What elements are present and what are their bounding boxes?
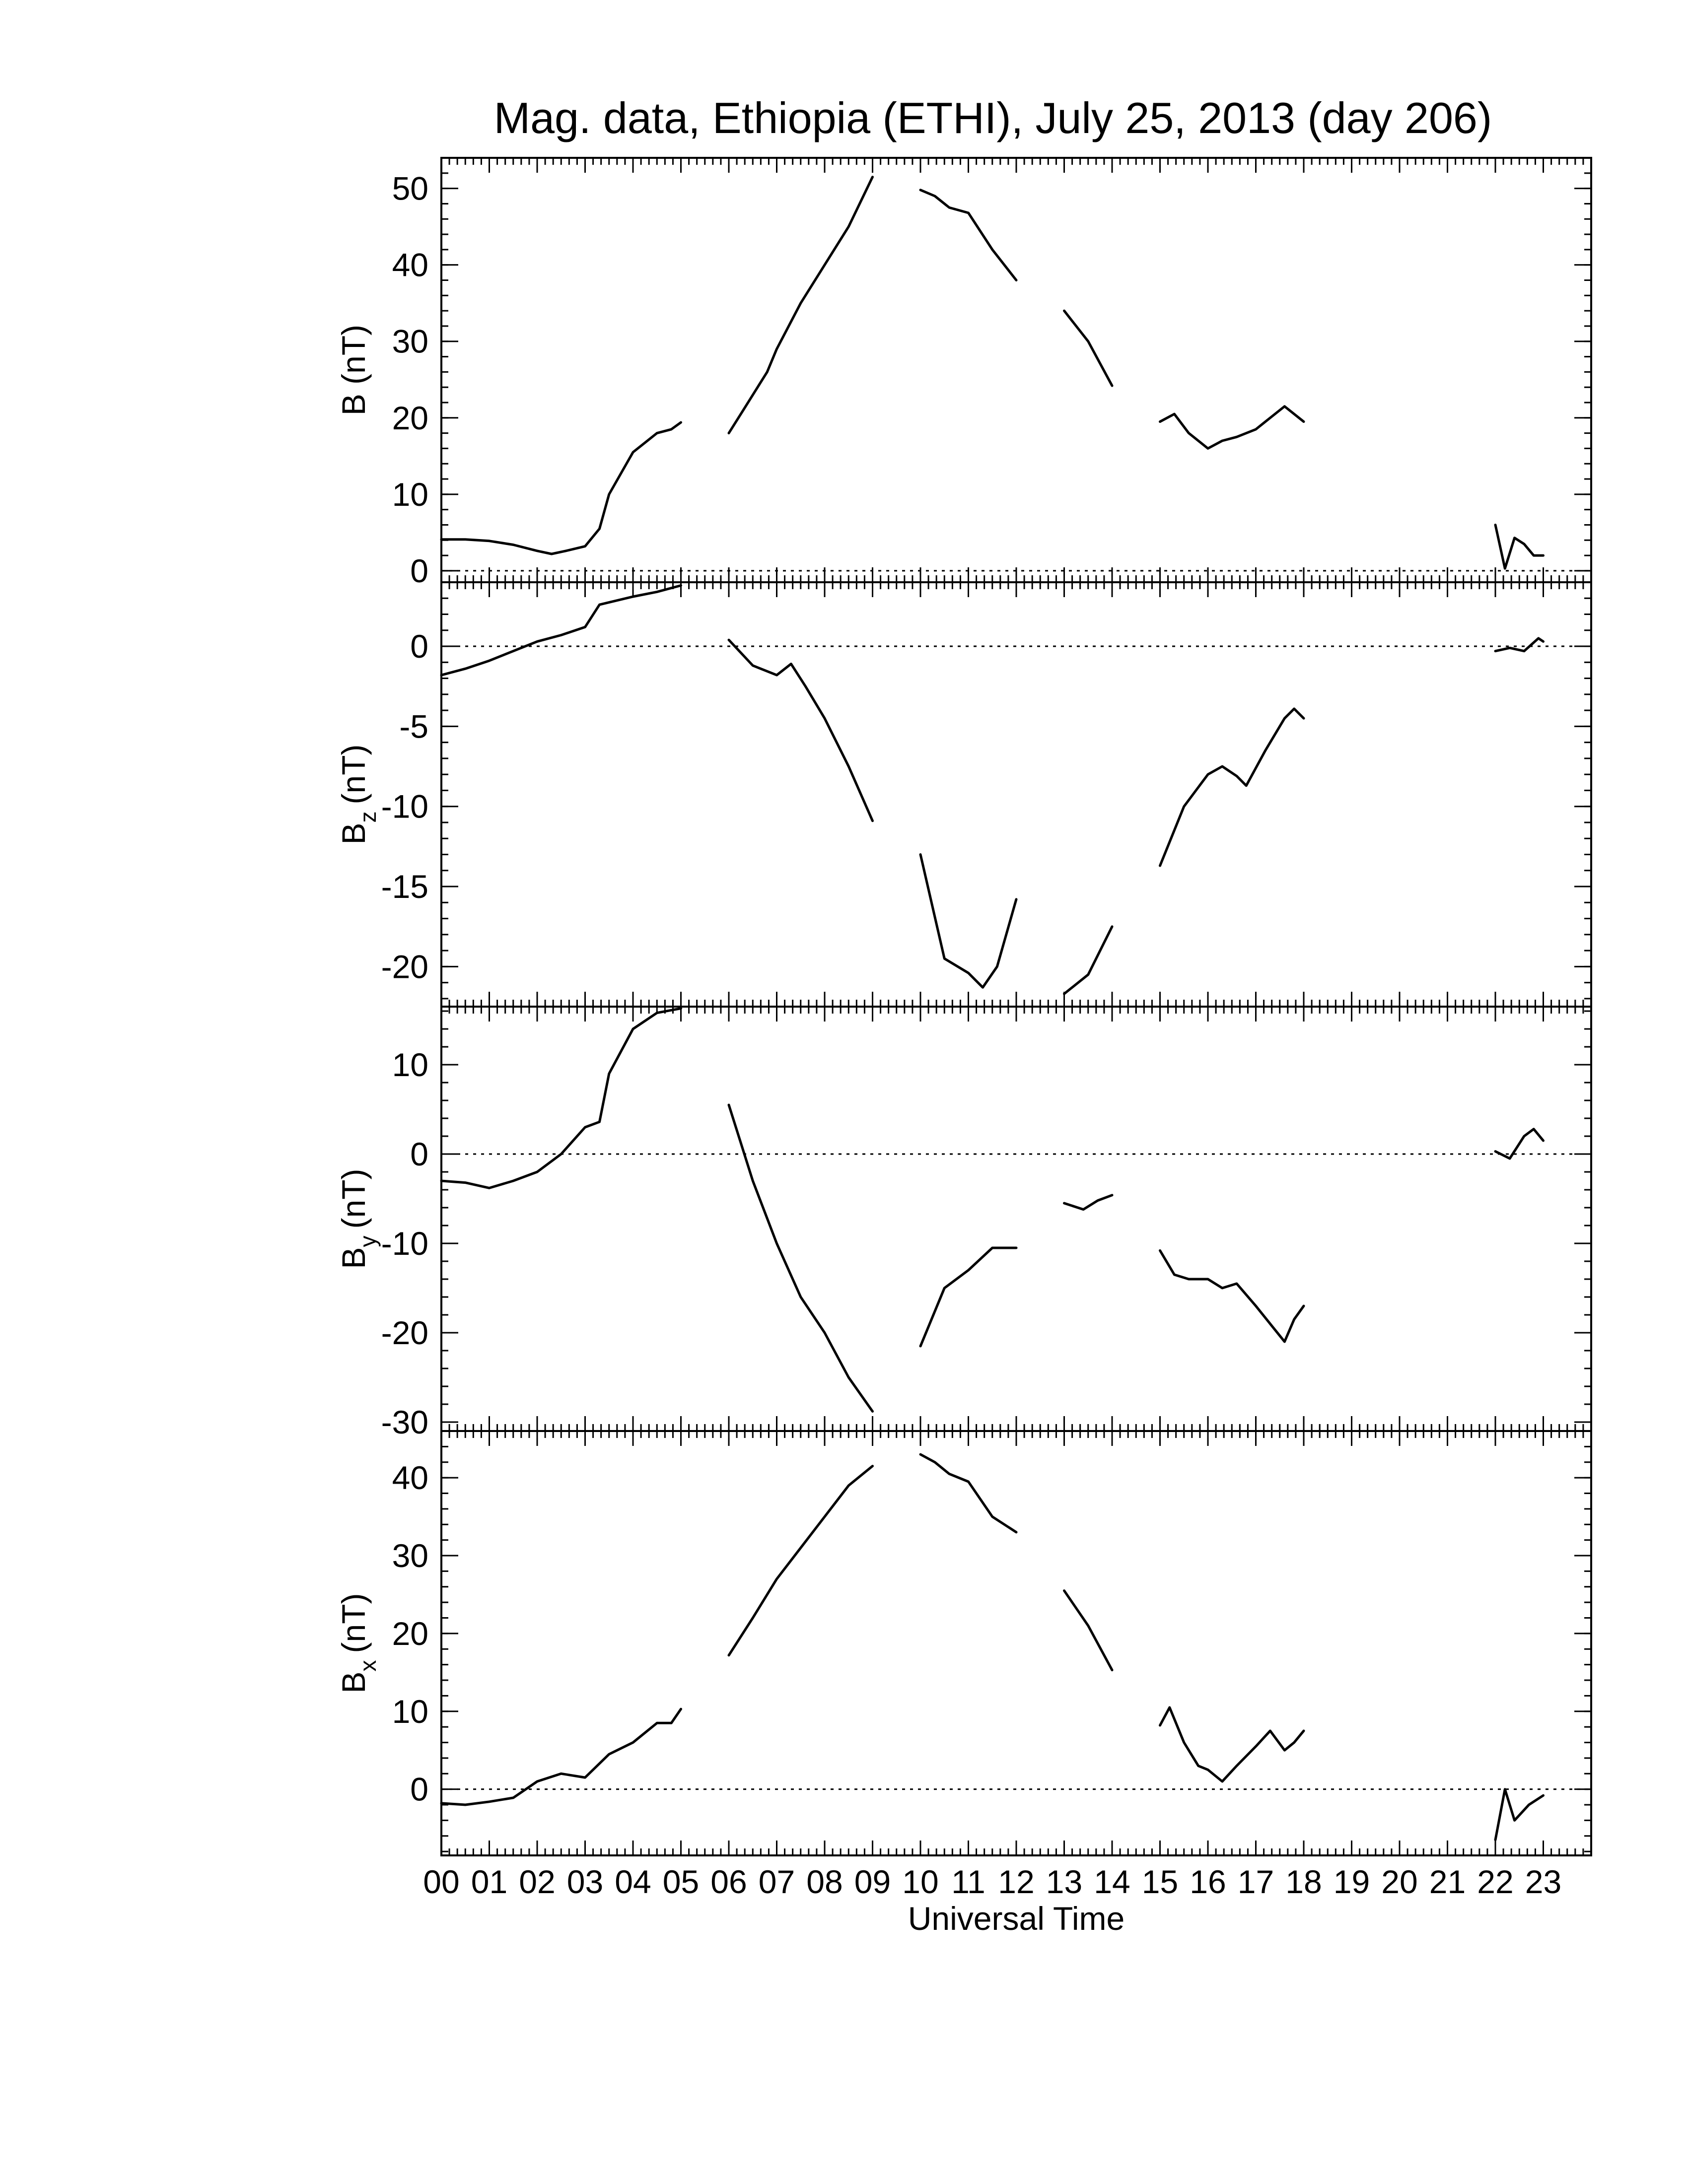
x-tick-label: 14 (1094, 1863, 1130, 1900)
y-tick-label: 20 (392, 400, 428, 436)
x-tick-label: 09 (854, 1863, 891, 1900)
data-trace-Bx (1494, 1788, 1545, 1842)
y-tick-label: 0 (410, 1136, 428, 1172)
y-axis-label: By(nT) (335, 1168, 381, 1269)
y-tick-label: -20 (381, 948, 428, 985)
data-trace-By (1159, 1249, 1305, 1343)
data-trace-Bz (919, 853, 1018, 989)
panel-Bz: 0 -5 -10 -15 -20 Bz(nT) (335, 581, 1592, 1008)
y-tick-label: 10 (392, 1693, 428, 1730)
x-tick-label: 04 (615, 1863, 651, 1900)
data-trace-By (1063, 1194, 1114, 1211)
y-axis-label: Bx(nT) (335, 1593, 381, 1693)
x-axis: 00 01 02 03 04 05 06 07 08 09 10 11 12 13 14 15 16 17 18 19… (423, 1863, 1561, 1900)
x-tick-label: 15 (1142, 1863, 1178, 1900)
x-tick-label: 19 (1334, 1863, 1370, 1900)
data-trace-Bz (1494, 637, 1545, 653)
x-tick-label: 08 (806, 1863, 843, 1900)
x-tick-label: 18 (1285, 1863, 1322, 1900)
panels: 0 10 20 30 40 50 B (nT) 0 -5 -10 -15 -20 Bz(nT) 10 0 -1… (335, 157, 1592, 1856)
data-trace-B (1063, 309, 1114, 387)
y-tick-label: -20 (381, 1314, 428, 1351)
x-tick-label: 11 (951, 1863, 985, 1900)
data-trace-Bx (1159, 1706, 1305, 1783)
x-tick-label: 00 (423, 1863, 459, 1900)
chart-title: Mag. data, Ethiopia (ETHI), July 25, 201… (494, 93, 1492, 142)
y-tick-label: 20 (392, 1615, 428, 1652)
y-tick-label: -10 (381, 1225, 428, 1262)
data-trace-By (1494, 1128, 1545, 1160)
y-tick-label: 30 (392, 1537, 428, 1574)
y-tick-label: 0 (410, 628, 428, 665)
data-trace-By (727, 1103, 874, 1413)
data-trace-Bz (727, 638, 874, 822)
x-tick-label: 16 (1190, 1863, 1226, 1900)
data-trace-B (440, 421, 682, 555)
panel-frame (440, 157, 1592, 583)
panel-frame (440, 1006, 1592, 1432)
data-trace-By (919, 1246, 1018, 1348)
x-tick-label: 23 (1525, 1863, 1561, 1900)
data-trace-Bx (1063, 1589, 1114, 1672)
data-trace-B (1159, 405, 1305, 450)
x-tick-label: 17 (1238, 1863, 1274, 1900)
data-trace-Bx (727, 1465, 874, 1657)
x-tick-label: 10 (902, 1863, 938, 1900)
x-tick-label: 12 (998, 1863, 1034, 1900)
data-trace-B (1494, 524, 1545, 570)
y-tick-label: 30 (392, 323, 428, 360)
y-tick-label: 40 (392, 247, 428, 283)
panel-B: 0 10 20 30 40 50 B (nT) (335, 157, 1592, 589)
y-axis-label: Bz(nT) (335, 744, 381, 844)
x-tick-label: 02 (519, 1863, 555, 1900)
panel-By: 10 0 -10 -20 -30 By(nT) (335, 1006, 1592, 1440)
x-tick-label: 20 (1381, 1863, 1417, 1900)
y-tick-label: -10 (381, 788, 428, 825)
data-trace-Bz (1063, 925, 1114, 995)
data-trace-B (919, 189, 1018, 281)
y-tick-label: 10 (392, 1046, 428, 1083)
data-trace-B (727, 176, 874, 435)
y-tick-label: 40 (392, 1459, 428, 1496)
x-tick-label: 07 (759, 1863, 795, 1900)
y-tick-label: -30 (381, 1404, 428, 1440)
x-tick-label: 01 (471, 1863, 507, 1900)
data-trace-Bz (440, 584, 682, 677)
y-tick-label: -5 (399, 708, 428, 745)
x-tick-label: 13 (1046, 1863, 1082, 1900)
y-tick-label: 50 (392, 170, 428, 207)
x-axis-label: Universal Time (908, 1900, 1125, 1937)
x-tick-label: 03 (567, 1863, 603, 1900)
x-tick-label: 06 (710, 1863, 747, 1900)
x-tick-label: 22 (1477, 1863, 1513, 1900)
panel-frame (440, 1430, 1592, 1856)
panel-Bx: 40 30 20 10 0 Bx(nT) (335, 1430, 1592, 1856)
data-trace-Bz (1159, 707, 1305, 867)
x-tick-label: 21 (1429, 1863, 1466, 1900)
y-axis-label: B (nT) (335, 325, 372, 415)
y-tick-label: 0 (410, 1771, 428, 1808)
x-tick-label: 05 (663, 1863, 699, 1900)
data-trace-Bx (440, 1707, 682, 1806)
data-trace-Bx (919, 1453, 1018, 1534)
y-tick-label: 10 (392, 476, 428, 513)
data-trace-By (440, 1007, 682, 1189)
y-tick-label: -15 (381, 868, 428, 905)
y-tick-label: 0 (410, 552, 428, 589)
